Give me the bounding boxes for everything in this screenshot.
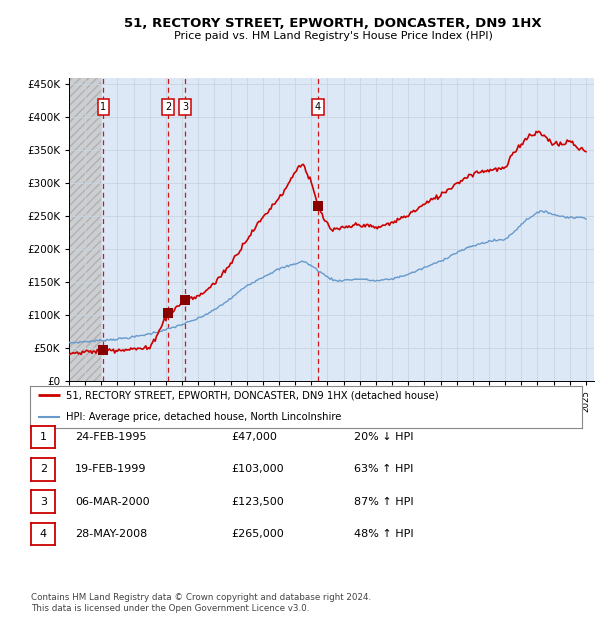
Text: Price paid vs. HM Land Registry's House Price Index (HPI): Price paid vs. HM Land Registry's House … xyxy=(173,31,493,41)
Text: 3: 3 xyxy=(182,102,188,112)
Text: £47,000: £47,000 xyxy=(231,432,277,442)
Text: Contains HM Land Registry data © Crown copyright and database right 2024.
This d: Contains HM Land Registry data © Crown c… xyxy=(31,593,371,613)
Text: 24-FEB-1995: 24-FEB-1995 xyxy=(75,432,146,442)
Text: 51, RECTORY STREET, EPWORTH, DONCASTER, DN9 1HX (detached house): 51, RECTORY STREET, EPWORTH, DONCASTER, … xyxy=(66,391,439,401)
Text: 4: 4 xyxy=(40,529,47,539)
Text: 87% ↑ HPI: 87% ↑ HPI xyxy=(354,497,413,507)
Text: HPI: Average price, detached house, North Lincolnshire: HPI: Average price, detached house, Nort… xyxy=(66,412,341,422)
Text: 2: 2 xyxy=(40,464,47,474)
Text: 1: 1 xyxy=(100,102,106,112)
Text: £103,000: £103,000 xyxy=(231,464,284,474)
Text: 06-MAR-2000: 06-MAR-2000 xyxy=(75,497,149,507)
Text: 28-MAY-2008: 28-MAY-2008 xyxy=(75,529,147,539)
Text: 3: 3 xyxy=(40,497,47,507)
Text: 51, RECTORY STREET, EPWORTH, DONCASTER, DN9 1HX: 51, RECTORY STREET, EPWORTH, DONCASTER, … xyxy=(124,17,542,30)
Text: 19-FEB-1999: 19-FEB-1999 xyxy=(75,464,146,474)
Text: £123,500: £123,500 xyxy=(231,497,284,507)
Text: 4: 4 xyxy=(315,102,321,112)
Text: £265,000: £265,000 xyxy=(231,529,284,539)
Bar xyxy=(69,78,101,381)
Text: 1: 1 xyxy=(40,432,47,442)
Text: 20% ↓ HPI: 20% ↓ HPI xyxy=(354,432,413,442)
Text: 63% ↑ HPI: 63% ↑ HPI xyxy=(354,464,413,474)
Text: 2: 2 xyxy=(165,102,171,112)
Text: 48% ↑ HPI: 48% ↑ HPI xyxy=(354,529,413,539)
